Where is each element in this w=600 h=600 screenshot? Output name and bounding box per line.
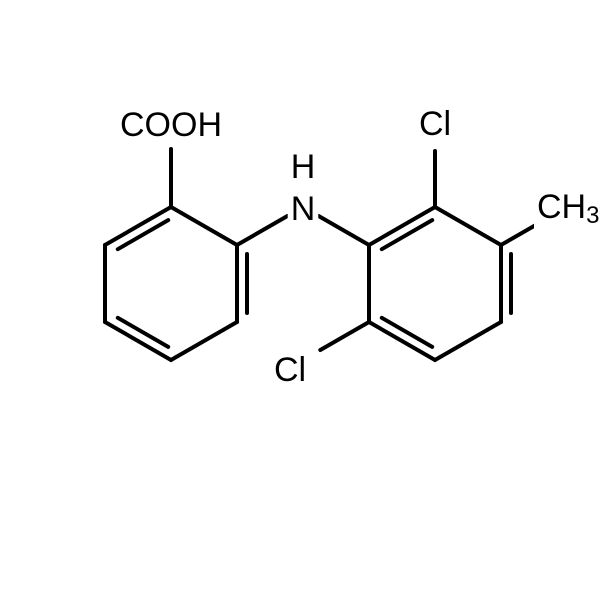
bond — [171, 322, 237, 360]
atom-label-cl_bot: Cl — [271, 348, 309, 392]
bond — [171, 207, 237, 245]
atom-label-cooh: COOH — [117, 103, 225, 147]
bond — [435, 322, 501, 360]
atom-label-text: H — [291, 148, 316, 186]
atom-label-nh_h: H — [288, 145, 319, 189]
bond — [319, 216, 369, 245]
atom-label-text: COOH — [120, 106, 222, 144]
atom-label-cl_top: Cl — [416, 102, 454, 146]
bond — [435, 207, 501, 245]
atom-label-ch3: CH3 — [534, 185, 600, 232]
bond — [501, 223, 539, 245]
bond — [320, 322, 369, 350]
atom-label-text: Cl — [419, 105, 451, 143]
atom-label-nh_n: N — [288, 187, 319, 231]
atom-label-text: N — [291, 190, 316, 228]
atom-label-text: Cl — [274, 351, 306, 389]
bond — [237, 216, 287, 245]
